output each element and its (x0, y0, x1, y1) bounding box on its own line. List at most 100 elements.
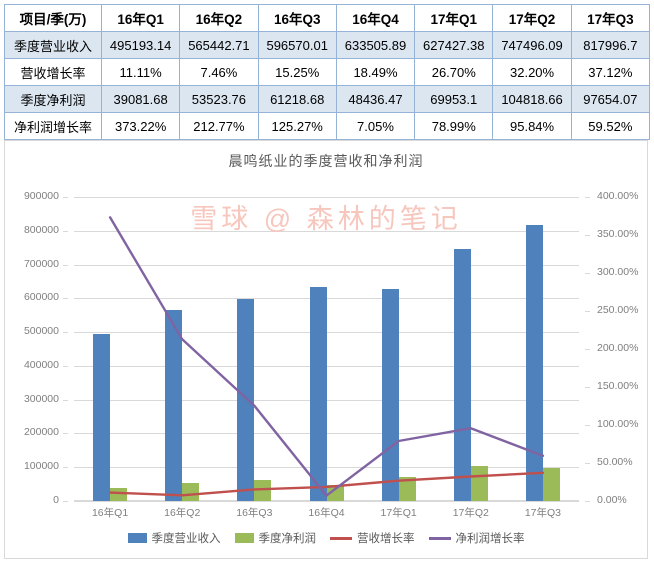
combo-chart: 晨鸣纸业的季度营收和净利润 雪球 @ 森林的笔记 0 100000 200000 30… (4, 140, 648, 559)
bar-profit (110, 488, 127, 501)
y-axis-left-tick (63, 400, 68, 401)
y-axis-right-tick (585, 235, 590, 236)
table-cell: 32.20% (492, 58, 572, 86)
table-header-cell: 17年Q2 (492, 4, 572, 32)
table-header-cell: 16年Q1 (100, 4, 181, 32)
y-axis-left-tick-label: 300000 (23, 392, 59, 405)
bar-revenue (454, 249, 471, 501)
x-axis-tick-label: 17年Q3 (524, 507, 562, 519)
table-header-cell: 16年Q4 (335, 4, 416, 32)
y-axis-left-tick-label: 200000 (23, 426, 59, 439)
x-axis-tick-label: 16年Q2 (164, 507, 201, 519)
table-row: 营收增长率 11.11% 7.46% 15.25% 18.49% 26.70% … (4, 58, 651, 86)
quarterly-data-table: 项目/季(万) 16年Q1 16年Q2 16年Q3 16年Q4 17年Q1 17… (4, 4, 651, 140)
bar-revenue (382, 289, 399, 501)
table-cell: 104818.66 (492, 85, 572, 113)
table-cell: 565442.71 (179, 31, 259, 59)
legend-item[interactable]: 营收增长率 (330, 530, 415, 546)
legend-bar-swatch-icon (234, 533, 254, 543)
y-axis-left-tick-label: 400000 (23, 358, 59, 371)
table-header-cell: 17年Q1 (414, 4, 494, 32)
table-cell: 39081.68 (100, 85, 181, 113)
table-cell: 633505.89 (335, 31, 416, 59)
line-revenue-growth (108, 471, 545, 497)
table-header-row: 项目/季(万) 16年Q1 16年Q2 16年Q3 16年Q4 17年Q1 17… (4, 4, 651, 32)
bar-revenue (165, 310, 182, 501)
y-axis-left-tick-label: 600000 (23, 291, 59, 304)
y-axis-right-tick-label: 100.00% (597, 418, 639, 430)
y-axis-left-tick-label: 700000 (23, 257, 59, 270)
table-row: 净利润增长率 373.22% 212.77% 125.27% 7.05% 78.… (4, 112, 651, 140)
y-axis-left-tick-label: 900000 (23, 190, 59, 202)
table-cell: 747496.09 (492, 31, 572, 59)
line-series-layer (108, 216, 545, 497)
table-cell: 7.46% (179, 58, 259, 86)
y-axis-right-tick-label: 350.00% (597, 228, 639, 240)
row-label: 营收增长率 (4, 58, 102, 86)
y-axis-right-tick-label: 250.00% (597, 304, 639, 316)
table-cell: 69953.1 (414, 85, 494, 113)
y-axis-right-tick-label: 50.00% (597, 456, 633, 468)
x-axis-tick-label: 16年Q3 (236, 507, 273, 519)
y-axis-right-tick (585, 349, 590, 350)
y-axis-left-tick (63, 197, 68, 198)
y-axis-right-tick-label: 300.00% (597, 266, 639, 278)
y-axis-right-tick (585, 463, 590, 464)
chart-title: 晨鸣纸业的季度营收和净利润 (228, 153, 424, 169)
x-axis-tick-label: 16年Q1 (91, 507, 129, 519)
y-axis-right-tick (585, 387, 590, 388)
row-label: 季度净利润 (4, 85, 102, 113)
table-cell: 212.77% (179, 112, 259, 140)
y-axis-left-tick-label: 800000 (23, 223, 59, 236)
legend-item[interactable]: 净利润增长率 (428, 530, 525, 546)
table-header-cell: 16年Q3 (257, 4, 337, 32)
chart-legend: 季度营业收入 季度净利润 营收增长率 净利润增长率 (5, 530, 647, 546)
y-axis-left-tick (63, 366, 68, 367)
y-axis-left-tick-label: 100000 (23, 460, 59, 473)
x-axis-tick-label: 16年Q4 (308, 507, 345, 519)
legend-label: 季度净利润 (258, 533, 317, 545)
y-axis-right: 0.00% 50.00% 100.00% 150.00% 200.00% 250.00% 3… (585, 190, 647, 506)
quarterly-data-table-wrapper: 项目/季(万) 16年Q1 16年Q2 16年Q3 16年Q4 17年Q1 17… (4, 4, 651, 140)
x-axis-tick-label: 17年Q2 (452, 507, 489, 519)
y-axis-right-tick (585, 311, 590, 312)
table-cell: 596570.01 (257, 31, 337, 59)
row-label: 净利润增长率 (4, 112, 102, 140)
row-label: 季度营业收入 (4, 31, 102, 59)
bar-profit (182, 483, 199, 501)
table-header-cell: 17年Q3 (570, 4, 651, 32)
y-axis-left-tick (63, 433, 68, 434)
y-axis-left-tick-label: 500000 (23, 325, 59, 338)
legend-item[interactable]: 季度净利润 (234, 530, 317, 546)
table-cell: 53523.76 (179, 85, 259, 113)
legend-label: 营收增长率 (357, 533, 415, 545)
gridline (74, 265, 579, 266)
legend-label: 季度营业收入 (151, 533, 221, 545)
y-axis-right-tick (585, 273, 590, 274)
table-cell: 627427.38 (414, 31, 494, 59)
table-cell: 18.49% (335, 58, 416, 86)
bar-revenue (526, 225, 543, 501)
table-cell: 48436.47 (335, 85, 416, 113)
gridline (74, 231, 579, 232)
table-header-cell: 16年Q2 (179, 4, 259, 32)
y-axis-left-tick (63, 298, 68, 299)
table-cell: 95.84% (492, 112, 572, 140)
legend-item[interactable]: 季度营业收入 (127, 530, 221, 546)
y-axis-right-tick-label: 200.00% (597, 342, 639, 354)
bar-revenue (93, 334, 110, 501)
table-cell: 125.27% (257, 112, 337, 140)
bar-revenue (237, 299, 254, 501)
table-cell: 97654.07 (570, 85, 651, 113)
y-axis-right-tick-label: 400.00% (597, 190, 639, 202)
table-cell: 7.05% (335, 112, 416, 140)
table-cell: 495193.14 (100, 31, 181, 59)
bar-profit (543, 468, 560, 501)
y-axis-right-tick (585, 501, 590, 502)
bar-revenue (310, 287, 327, 501)
y-axis-right-tick-label: 150.00% (597, 380, 639, 392)
legend-label: 净利润增长率 (455, 533, 525, 545)
legend-bar-swatch-icon (127, 533, 147, 543)
table-cell: 11.11% (100, 58, 181, 86)
y-axis-left-tick (63, 265, 68, 266)
